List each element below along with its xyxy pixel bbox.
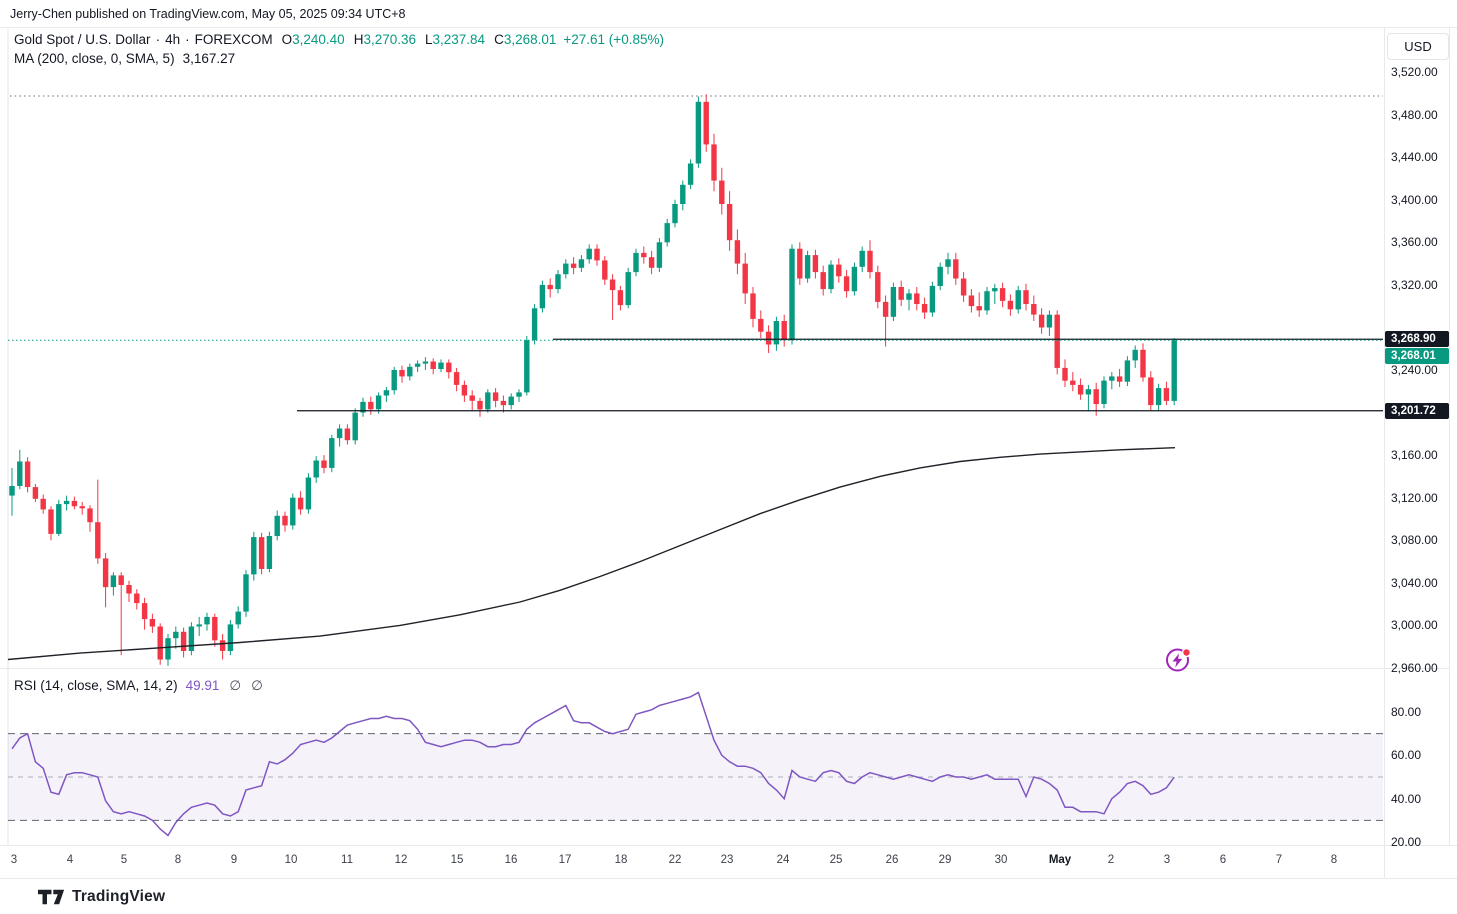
time-axis-label: May xyxy=(1048,854,1072,866)
price-axis-label: 3,000.00 xyxy=(1391,618,1438,633)
high-value: 3,270.36 xyxy=(363,32,416,47)
exchange-label[interactable]: FOREXCOM xyxy=(194,32,273,47)
time-axis-label: 7 xyxy=(1275,854,1283,866)
publisher-text[interactable]: Jerry-Chen published on TradingView.com,… xyxy=(10,7,406,21)
ma-indicator-row[interactable]: MA (200, close, 0, SMA, 5) 3,167.27 xyxy=(14,49,664,68)
open-value: 3,240.40 xyxy=(292,32,345,47)
time-axis-label: 8 xyxy=(174,854,182,866)
ma-line xyxy=(7,447,1176,661)
price-axis-label: 3,320.00 xyxy=(1391,277,1438,292)
price-marker: 3,268.90 xyxy=(1385,331,1449,348)
separator-dot: · xyxy=(155,32,161,47)
price-axis-label: 3,080.00 xyxy=(1391,533,1438,548)
price-axis-label: 3,400.00 xyxy=(1391,192,1438,207)
price-axis-label: 3,160.00 xyxy=(1391,448,1438,463)
time-axis-label: 23 xyxy=(720,854,734,866)
rsi-axis-label: 40.00 xyxy=(1391,791,1422,806)
flash-lightning-icon xyxy=(1166,647,1192,672)
rsi-indicator-row[interactable]: RSI (14, close, SMA, 14, 2) 49.91 ∅ ∅ xyxy=(14,676,263,695)
time-axis-label: 30 xyxy=(994,854,1008,866)
price-axis-label: 3,440.00 xyxy=(1391,150,1438,165)
time-axis-label: 5 xyxy=(120,854,128,866)
time-axis-label: 4 xyxy=(66,854,74,866)
rsi-axis-label: 60.00 xyxy=(1391,748,1422,763)
time-axis-label: 10 xyxy=(284,854,298,866)
tradingview-logo-icon[interactable] xyxy=(38,889,65,905)
symbol-row[interactable]: Gold Spot / U.S. Dollar · 4h · FOREXCOM O3,24… xyxy=(14,30,664,49)
time-axis-label: 29 xyxy=(938,854,952,866)
time-axis-label: 24 xyxy=(776,854,790,866)
candlesticks xyxy=(9,94,1177,666)
rsi-axis-label: 20.00 xyxy=(1391,835,1422,849)
right-edge-border xyxy=(1449,28,1450,878)
time-axis-label: 11 xyxy=(341,854,353,866)
price-axis-label: 3,240.00 xyxy=(1391,363,1438,377)
separator-dot: · xyxy=(185,32,190,47)
time-axis-label: 3 xyxy=(1163,854,1171,866)
price-axis-label: 3,120.00 xyxy=(1391,490,1438,505)
time-axis-label: 18 xyxy=(614,854,628,866)
price-axis-label: 3,480.00 xyxy=(1391,107,1438,122)
change-value: +27.61 (+0.85%) xyxy=(563,32,664,47)
time-axis-label: 25 xyxy=(829,854,843,866)
price-axis[interactable]: USD 3,520.00 3,480.00 3,440.00 3,400.00 3,36… xyxy=(1384,28,1451,878)
left-edge-strip xyxy=(7,29,9,845)
tradingview-brand-text[interactable]: TradingView xyxy=(72,887,166,905)
time-axis-label: 8 xyxy=(1330,854,1338,866)
time-axis-label: 22 xyxy=(668,854,682,866)
rsi-value: 49.91 xyxy=(185,678,220,693)
price-axis-label: 2,960.00 xyxy=(1391,661,1438,675)
rsi-label[interactable]: RSI (14, close, SMA, 14, 2) xyxy=(14,678,178,693)
time-axis-label: 15 xyxy=(450,854,464,866)
rsi-null-value-1: ∅ xyxy=(229,678,242,693)
rsi-band xyxy=(8,733,1383,821)
horizontal-rays xyxy=(8,338,1383,412)
close-value: 3,268.01 xyxy=(503,32,557,47)
price-axis-label: 3,360.00 xyxy=(1391,235,1438,250)
time-axis-label: 6 xyxy=(1219,854,1227,866)
price-axis-label: 3,040.00 xyxy=(1391,575,1438,590)
time-axis-label: 2 xyxy=(1107,854,1115,866)
footer-bar: TradingView xyxy=(0,878,1457,914)
open-letter: O xyxy=(281,32,293,47)
low-letter: L xyxy=(425,32,433,47)
time-axis-label: 12 xyxy=(394,854,408,866)
close-letter: C xyxy=(494,32,504,47)
low-value: 3,237.84 xyxy=(432,32,486,47)
ma-label[interactable]: MA (200, close, 0, SMA, 5) xyxy=(14,51,175,66)
rsi-null-value-2: ∅ xyxy=(251,678,263,693)
time-axis-label: 26 xyxy=(885,854,899,866)
price-marker: 3,201.72 xyxy=(1385,402,1449,419)
price-axis-label: 3,520.00 xyxy=(1391,65,1438,79)
time-axis-label: 3 xyxy=(10,854,18,866)
pane-divider[interactable] xyxy=(0,668,1449,669)
publisher-bar: Jerry-Chen published on TradingView.com,… xyxy=(0,0,1457,28)
currency-toggle-button[interactable]: USD xyxy=(1387,33,1449,60)
flash-lightning-button[interactable] xyxy=(1162,644,1194,676)
time-axis-label: 9 xyxy=(230,854,238,866)
symbol-title[interactable]: Gold Spot / U.S. Dollar xyxy=(14,32,151,47)
main-legend: Gold Spot / U.S. Dollar · 4h · FOREXCOM O3,24… xyxy=(14,30,664,68)
rsi-axis-label: 80.00 xyxy=(1391,705,1422,719)
time-axis-label: 16 xyxy=(504,854,518,866)
rsi-legend: RSI (14, close, SMA, 14, 2) 49.91 ∅ ∅ xyxy=(14,676,263,695)
time-axis[interactable]: 3 4 5 8 9 10 11 12 15 16 17 18 22 23 24 25 26 29 30 May 2 3 6 7… xyxy=(0,845,1457,879)
rsi-line xyxy=(11,691,1175,837)
price-marker: 3,268.01 xyxy=(1385,348,1449,365)
ma-value: 3,167.27 xyxy=(182,51,236,66)
time-axis-label: 17 xyxy=(558,854,572,866)
notification-dot xyxy=(1183,649,1190,656)
high-letter: H xyxy=(353,32,364,47)
interval-label[interactable]: 4h xyxy=(165,32,181,47)
